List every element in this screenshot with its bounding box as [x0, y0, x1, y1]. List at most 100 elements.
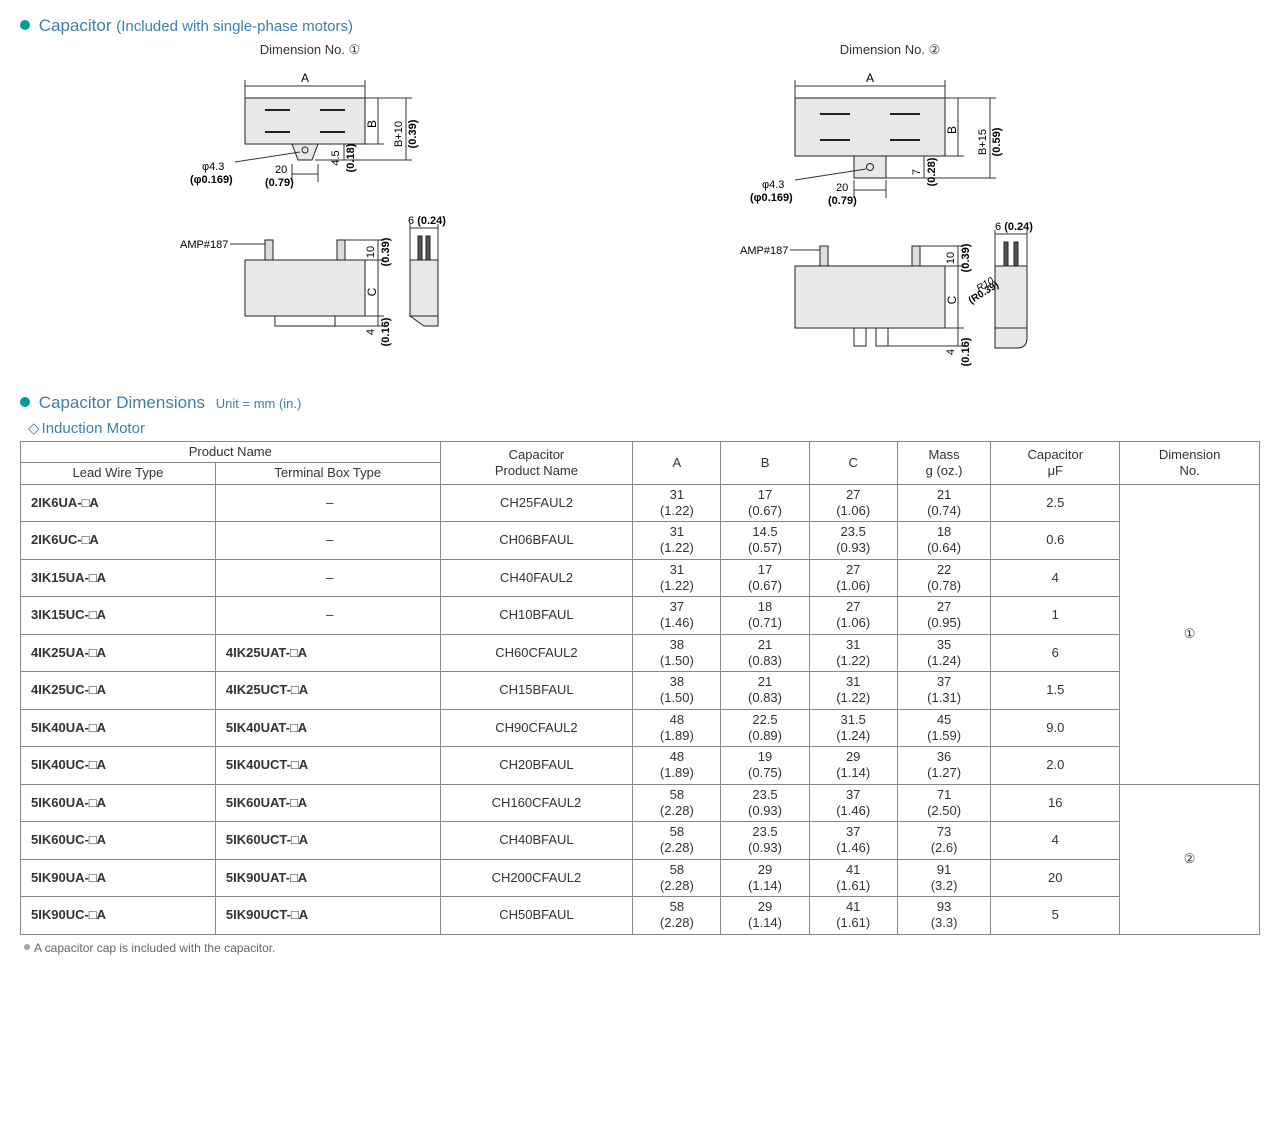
- cell-mass: 18(0.64): [897, 522, 991, 560]
- svg-text:(0.16): (0.16): [960, 337, 972, 366]
- svg-text:A: A: [301, 71, 309, 85]
- bullet-icon: [20, 20, 30, 30]
- cell-cap: CH10BFAUL: [440, 597, 633, 635]
- cell-b: 21(0.83): [721, 672, 809, 710]
- cell-mass: 73(2.6): [897, 822, 991, 860]
- section-dim-title: Capacitor Dimensions: [39, 393, 205, 412]
- cell-lead: 2IK6UC-□A: [21, 522, 216, 560]
- cell-b: 14.5(0.57): [721, 522, 809, 560]
- table-row: 4IK25UA-□A4IK25UAT-□ACH60CFAUL238(1.50)2…: [21, 634, 1260, 672]
- cell-a: 48(1.89): [633, 709, 721, 747]
- dimension-1-block: Dimension No. ① A B: [160, 42, 460, 385]
- th-product-name: Product Name: [21, 442, 441, 463]
- cell-cap: CH40FAUL2: [440, 559, 633, 597]
- svg-text:(0.59): (0.59): [991, 127, 1003, 156]
- dim2-svg: A B B+15 (0.59) φ4.3 (φ0.169) 20: [720, 62, 1060, 382]
- section-title-text: Capacitor: [39, 16, 112, 35]
- section-dim-unit: Unit = mm (in.): [216, 396, 302, 411]
- svg-text:20: 20: [275, 164, 287, 176]
- cell-a: 58(2.28): [633, 822, 721, 860]
- cell-b: 17(0.67): [721, 559, 809, 597]
- dot-icon: [24, 944, 30, 950]
- cell-c: 27(1.06): [809, 597, 897, 635]
- cell-cap: CH60CFAUL2: [440, 634, 633, 672]
- cell-c: 41(1.61): [809, 897, 897, 935]
- cell-b: 18(0.71): [721, 597, 809, 635]
- cell-mass: 22(0.78): [897, 559, 991, 597]
- svg-text:C: C: [945, 295, 959, 304]
- cell-term: –: [215, 559, 440, 597]
- svg-text:A: A: [866, 71, 874, 85]
- cell-term: 5IK90UAT-□A: [215, 859, 440, 897]
- cell-cap: CH200CFAUL2: [440, 859, 633, 897]
- cell-lead: 5IK40UA-□A: [21, 709, 216, 747]
- cell-uf: 4: [991, 559, 1120, 597]
- table-row: 5IK40UC-□A5IK40UCT-□ACH20BFAUL48(1.89)19…: [21, 747, 1260, 785]
- cell-term: –: [215, 484, 440, 522]
- cell-term: 5IK40UCT-□A: [215, 747, 440, 785]
- cell-a: 31(1.22): [633, 484, 721, 522]
- cell-uf: 9.0: [991, 709, 1120, 747]
- section-title-note: (Included with single-phase motors): [116, 18, 353, 35]
- th-lead: Lead Wire Type: [21, 463, 216, 484]
- svg-text:(0.79): (0.79): [828, 195, 857, 207]
- cell-b: 23.5(0.93): [721, 822, 809, 860]
- table-row: 5IK90UC-□A5IK90UCT-□ACH50BFAUL58(2.28)29…: [21, 897, 1260, 935]
- cell-a: 58(2.28): [633, 784, 721, 822]
- cell-c: 31.5(1.24): [809, 709, 897, 747]
- svg-text:C: C: [365, 287, 379, 296]
- cell-lead: 4IK25UC-□A: [21, 672, 216, 710]
- svg-text:(0.28): (0.28): [926, 157, 938, 186]
- cell-c: 31(1.22): [809, 634, 897, 672]
- cell-a: 48(1.89): [633, 747, 721, 785]
- svg-text:4.5: 4.5: [330, 150, 342, 165]
- table-row: 5IK60UC-□A5IK60UCT-□ACH40BFAUL58(2.28)23…: [21, 822, 1260, 860]
- svg-text:φ4.3: φ4.3: [202, 161, 224, 173]
- cell-term: 5IK40UAT-□A: [215, 709, 440, 747]
- cell-lead: 3IK15UA-□A: [21, 559, 216, 597]
- cell-uf: 2.0: [991, 747, 1120, 785]
- th-dimno: DimensionNo.: [1120, 442, 1260, 485]
- cell-a: 31(1.22): [633, 559, 721, 597]
- cell-lead: 3IK15UC-□A: [21, 597, 216, 635]
- dim1-svg: A B B+10 (0.39) φ4.3 (φ0.169) 20: [160, 62, 460, 382]
- svg-text:(φ0.169): (φ0.169): [190, 174, 233, 186]
- cell-b: 19(0.75): [721, 747, 809, 785]
- cell-mass: 91(3.2): [897, 859, 991, 897]
- th-cap-name: CapacitorProduct Name: [440, 442, 633, 485]
- th-uf: CapacitorμF: [991, 442, 1120, 485]
- table-row: 5IK90UA-□A5IK90UAT-□ACH200CFAUL258(2.28)…: [21, 859, 1260, 897]
- dimension-2-block: Dimension No. ② A B: [720, 42, 1060, 385]
- cell-mass: 93(3.3): [897, 897, 991, 935]
- cell-lead: 5IK40UC-□A: [21, 747, 216, 785]
- cell-term: 4IK25UAT-□A: [215, 634, 440, 672]
- cell-b: 17(0.67): [721, 484, 809, 522]
- section-capacitor: Capacitor (Included with single-phase mo…: [20, 16, 1260, 36]
- th-mass: Massg (oz.): [897, 442, 991, 485]
- cell-dimno: ①: [1120, 484, 1260, 784]
- table-row: 3IK15UA-□A–CH40FAUL231(1.22)17(0.67)27(1…: [21, 559, 1260, 597]
- cell-b: 21(0.83): [721, 634, 809, 672]
- cell-cap: CH40BFAUL: [440, 822, 633, 860]
- cell-c: 29(1.14): [809, 747, 897, 785]
- cell-uf: 5: [991, 897, 1120, 935]
- cell-cap: CH06BFAUL: [440, 522, 633, 560]
- cell-uf: 0.6: [991, 522, 1120, 560]
- cell-mass: 45(1.59): [897, 709, 991, 747]
- cell-a: 38(1.50): [633, 672, 721, 710]
- cell-c: 31(1.22): [809, 672, 897, 710]
- cell-lead: 5IK90UC-□A: [21, 897, 216, 935]
- cell-mass: 35(1.24): [897, 634, 991, 672]
- subhead-induction: ◇Induction Motor: [28, 419, 1260, 437]
- cell-cap: CH50BFAUL: [440, 897, 633, 935]
- cell-uf: 2.5: [991, 484, 1120, 522]
- th-a: A: [633, 442, 721, 485]
- footnote-text: A capacitor cap is included with the cap…: [34, 941, 275, 955]
- cell-mass: 21(0.74): [897, 484, 991, 522]
- svg-text:(0.18): (0.18): [345, 143, 357, 172]
- svg-text:20: 20: [836, 182, 848, 194]
- cell-cap: CH20BFAUL: [440, 747, 633, 785]
- cell-term: 5IK90UCT-□A: [215, 897, 440, 935]
- cell-dimno: ②: [1120, 784, 1260, 934]
- svg-text:B: B: [945, 126, 959, 134]
